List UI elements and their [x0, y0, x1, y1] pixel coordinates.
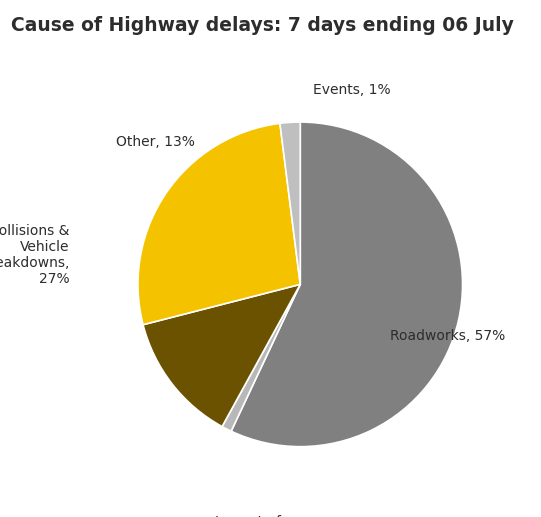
Wedge shape [231, 122, 463, 447]
Text: Other, 13%: Other, 13% [116, 134, 195, 148]
Wedge shape [280, 122, 300, 284]
Wedge shape [138, 124, 300, 325]
Wedge shape [222, 284, 300, 431]
Text: Roadworks, 57%: Roadworks, 57% [390, 329, 505, 343]
Text: Events, 1%: Events, 1% [313, 83, 391, 97]
Text: Cause of Highway delays: 7 days ending 06 July: Cause of Highway delays: 7 days ending 0… [11, 16, 514, 35]
Text: Collisions &
Vehicle
Breakdowns,
27%: Collisions & Vehicle Breakdowns, 27% [0, 224, 70, 286]
Text: Impact of
Motorway
incidents, 2%: Impact of Motorway incidents, 2% [202, 515, 295, 517]
Wedge shape [143, 284, 300, 427]
